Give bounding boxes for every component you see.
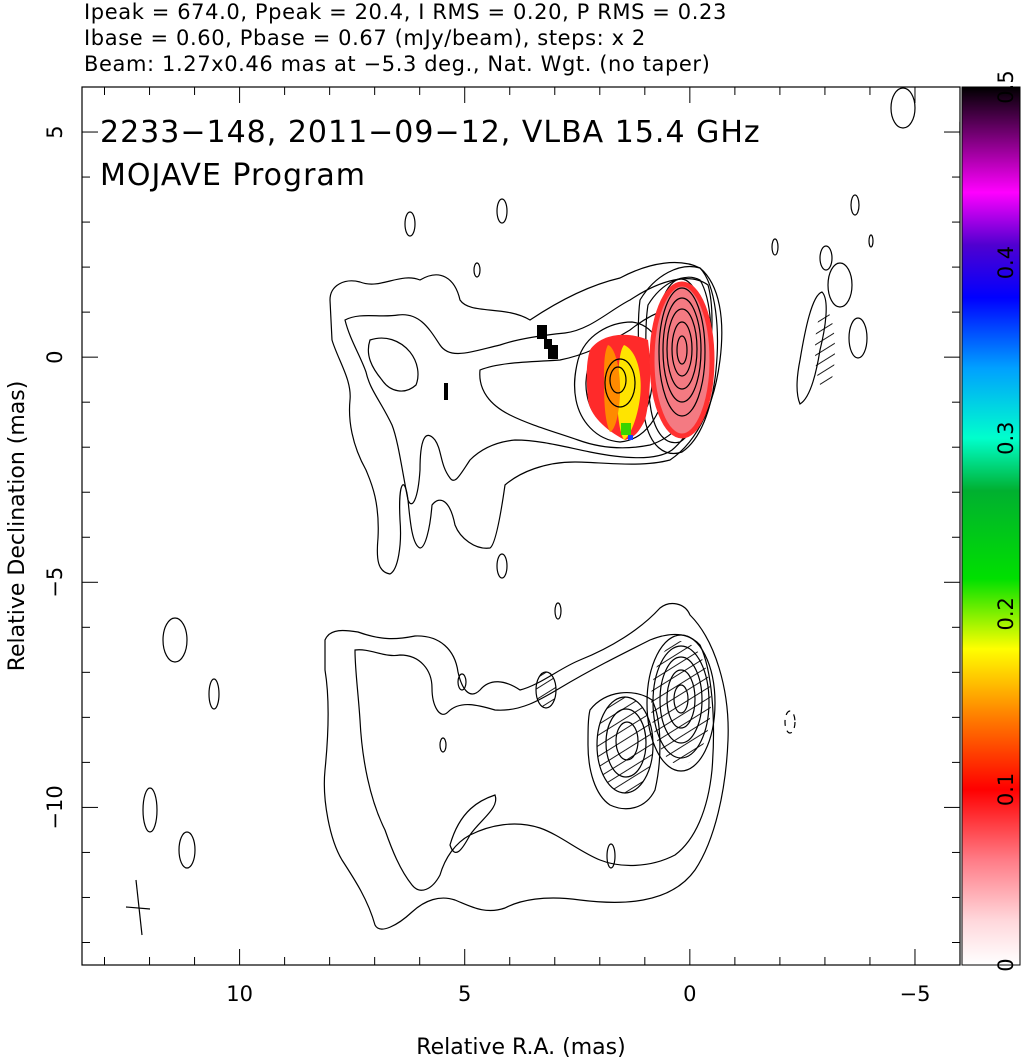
pol-contour-blob-1 [162, 617, 188, 663]
colorbar: 0 0.1 0.2 0.3 0.4 0.5 [961, 70, 1021, 972]
intensity-contour-blob-2 [496, 198, 508, 224]
pol-contour-blob-3 [142, 787, 158, 833]
program-title: MOJAVE Program [100, 158, 366, 193]
fpol-knot-tail-blue [628, 435, 633, 440]
pol-contour-core-1 [646, 634, 716, 772]
fpol-knot-high [617, 345, 641, 440]
intensity-contour-blob-12 [496, 553, 508, 579]
pol-contour-knot-1 [587, 692, 661, 810]
intensity-contours-overlay [604, 287, 706, 417]
fpol-black-1 [537, 325, 547, 339]
pol-contour-inner [354, 634, 715, 891]
header-line-1: Ipeak = 674.0, Ppeak = 20.4, I RMS = 0.2… [84, 0, 727, 24]
colorbar-tick-label: 0.4 [994, 246, 1018, 279]
x-axis-title: Relative R.A. (mas) [416, 1035, 625, 1060]
intensity-contour-outer [329, 261, 723, 575]
beam-marker [125, 879, 151, 936]
intensity-contour-blob-3 [473, 262, 481, 278]
x-tick-label: 0 [683, 982, 696, 1006]
pol-contour-blob-8 [439, 737, 447, 753]
pol-contour-blob-10 [784, 710, 796, 734]
evpa-ticks [536, 310, 835, 793]
intensity-contour-blob-8 [827, 262, 853, 308]
intensity-contour-knot-1 [573, 321, 667, 443]
colorbar-tick-label: 0.3 [994, 421, 1018, 454]
plot-frame [81, 86, 961, 966]
axis-ticks: 10 5 0 −5 5 0 −5 −10 [43, 86, 961, 1006]
colorbar-gradient [961, 86, 1021, 966]
overlay-knot-1 [604, 358, 636, 408]
fpol-knot-tail-green [621, 423, 631, 435]
overlay-knot-2 [609, 366, 627, 394]
colorbar-tick-label: 0.2 [994, 597, 1018, 630]
pol-contour-blob-4 [178, 831, 196, 869]
intensity-contour-blob-5 [868, 234, 874, 248]
colorbar-tick-label: 0 [994, 958, 1018, 971]
intensity-contour-blob-9 [848, 317, 868, 359]
intensity-contour-blob-1 [404, 211, 416, 237]
fpol-core [652, 284, 712, 436]
overlay-core-5 [676, 335, 688, 365]
x-tick-label: 5 [458, 982, 471, 1006]
header-line-3: Beam: 1.27x0.46 mas at −5.3 deg., Nat. W… [84, 52, 711, 76]
pol-contour-outer [323, 602, 729, 930]
colorbar-tick-label: 0.1 [994, 773, 1018, 806]
y-tick-label: 5 [43, 125, 67, 138]
intensity-contour-inner-1 [344, 278, 713, 505]
colorbar-tick-label: 0.5 [994, 70, 1018, 103]
y-tick-label: 0 [43, 350, 67, 363]
intensity-contour-inner-2 [367, 337, 419, 392]
x-tick-label: −5 [899, 982, 930, 1006]
pol-contour-blob-11 [449, 794, 497, 853]
pol-contour-blob-9 [606, 843, 616, 869]
overlay-core-2 [662, 297, 702, 403]
y-tick-label: −10 [43, 785, 67, 829]
colorbar-ticks: 0 0.1 0.2 0.3 0.4 0.5 [994, 70, 1018, 971]
intensity-contour-blob-6 [771, 238, 779, 256]
intensity-contour-blob-4 [850, 194, 860, 216]
fpol-black-2 [544, 339, 552, 349]
fpol-black-3 [548, 345, 558, 359]
pol-contour-blob-5 [457, 673, 467, 691]
intensity-contour-blob-11 [890, 87, 916, 129]
pol-contour-blob-7 [554, 602, 562, 620]
pol-contour-blob-2 [208, 678, 220, 710]
overlay-core-4 [671, 321, 693, 377]
y-axis-title: Relative Declination (mas) [5, 381, 30, 672]
x-tick-label: 10 [226, 982, 253, 1006]
overlay-core-3 [666, 308, 698, 390]
header-line-2: Ibase = 0.60, Pbase = 0.67 (mJy/beam), s… [84, 26, 646, 50]
overlay-core-1 [658, 287, 706, 417]
fpol-core-rim [649, 281, 715, 439]
y-tick-label: −5 [43, 567, 67, 598]
fpol-black-4 [444, 383, 448, 400]
intensity-contour-blob-7 [819, 245, 833, 271]
source-title: 2233−148, 2011−09−12, VLBA 15.4 GHz [100, 115, 761, 150]
